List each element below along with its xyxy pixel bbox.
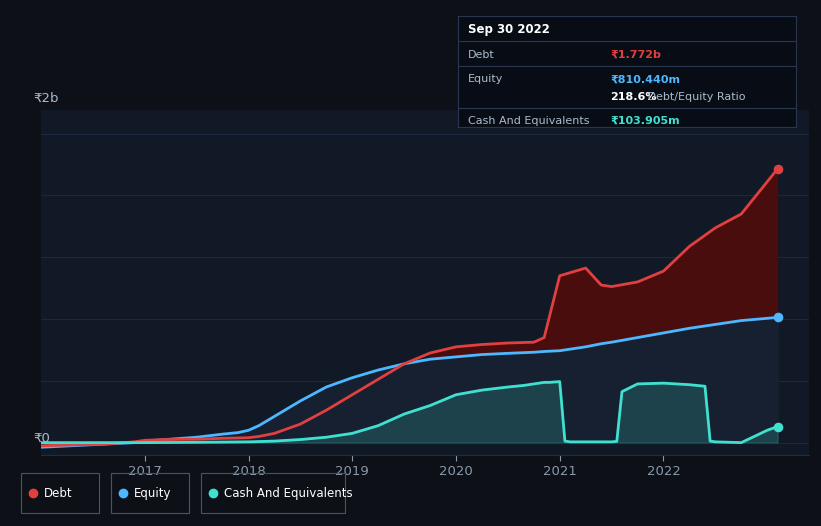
Point [771,313,784,321]
Text: Equity: Equity [134,487,172,500]
Text: Sep 30 2022: Sep 30 2022 [468,23,550,36]
Text: Cash And Equivalents: Cash And Equivalents [224,487,353,500]
Text: ₹1.772b: ₹1.772b [610,50,661,60]
Text: Debt: Debt [44,487,72,500]
Point [771,165,784,173]
Text: Equity: Equity [468,74,503,84]
Text: 218.6%: 218.6% [610,92,657,102]
Text: ₹0: ₹0 [33,431,50,444]
Text: ₹810.440m: ₹810.440m [610,74,681,84]
Text: Cash And Equivalents: Cash And Equivalents [468,116,589,126]
Text: Debt: Debt [468,50,495,60]
Text: ₹2b: ₹2b [33,92,58,105]
Text: Debt/Equity Ratio: Debt/Equity Ratio [644,92,745,102]
Point [771,422,784,431]
Text: ₹103.905m: ₹103.905m [610,116,680,126]
